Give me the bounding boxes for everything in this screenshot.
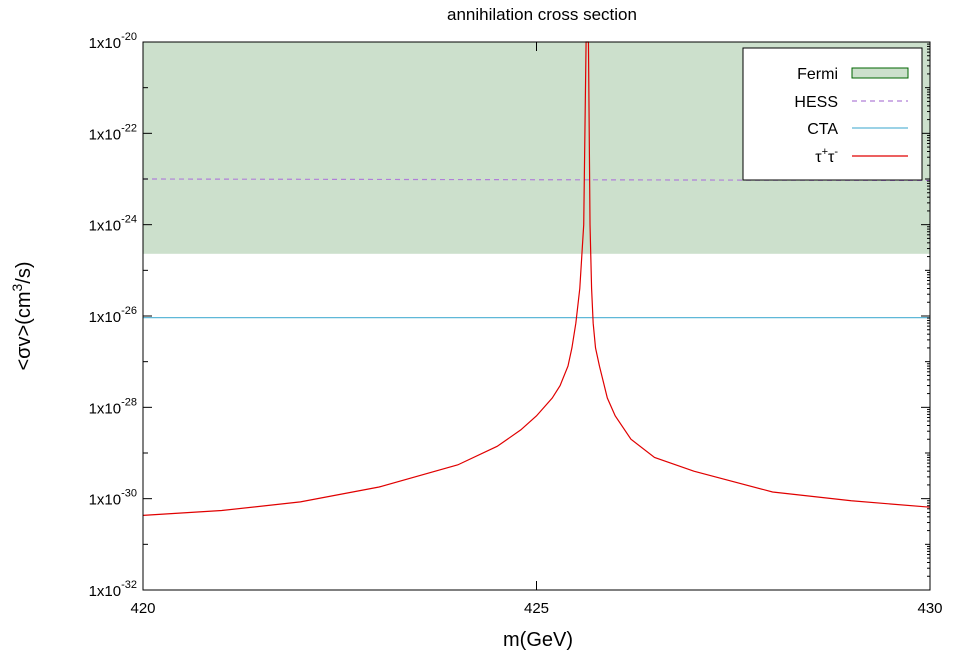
y-tick-label: 1x10-30 [89,488,137,509]
x-tick-label: 425 [524,600,549,617]
y-tick-label: 1x10-28 [89,396,137,417]
ticks-layer: 420 425 430 1x10-20 1x10-22 1x10-24 1x10-26 1x1… [89,31,943,617]
series-layer [142,41,931,516]
x-tick-label: 430 [917,600,942,617]
legend: Fermi HESS CTA τ+τ- [742,47,923,181]
y-axis-label-post: /s) [13,261,35,283]
tau-line [142,41,931,516]
x-axis-label: m(GeV) [503,629,573,651]
legend-label-tau: τ+τ- [815,146,838,166]
y-axis-label-sup: 3 [9,283,25,291]
legend-swatch-fermi [851,67,909,79]
legend-label-fermi: Fermi [797,66,838,83]
chart-title: annihilation cross section [447,5,637,24]
y-axis-label: <σv>(cm3/s) [9,261,35,370]
y-tick-label: 1x10-20 [89,31,137,52]
y-tick-label: 1x10-24 [89,214,137,235]
y-tick-label: 1x10-26 [89,305,137,326]
legend-label-cta: CTA [807,121,838,138]
y-axis-label-pre: <σv>(cm [13,291,35,370]
x-tick-label: 420 [130,600,155,617]
y-tick-label: 1x10-22 [89,122,137,143]
legend-label-hess: HESS [794,94,838,111]
y-tick-label: 1x10-32 [89,579,137,600]
